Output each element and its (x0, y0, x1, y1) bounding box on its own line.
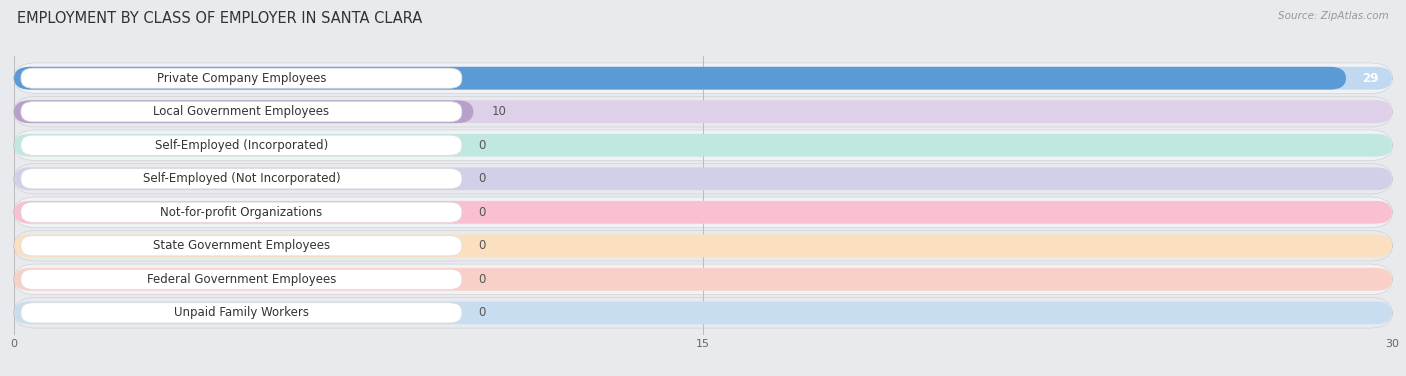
Text: Not-for-profit Organizations: Not-for-profit Organizations (160, 206, 322, 219)
Text: 0: 0 (478, 172, 485, 185)
FancyBboxPatch shape (14, 67, 1346, 89)
Text: State Government Employees: State Government Employees (153, 239, 330, 252)
FancyBboxPatch shape (14, 297, 1392, 328)
FancyBboxPatch shape (14, 67, 1392, 89)
FancyBboxPatch shape (14, 130, 1392, 161)
FancyBboxPatch shape (14, 197, 1392, 227)
FancyBboxPatch shape (14, 234, 1392, 257)
FancyBboxPatch shape (14, 63, 1392, 94)
Text: Unpaid Family Workers: Unpaid Family Workers (174, 306, 309, 319)
Text: Source: ZipAtlas.com: Source: ZipAtlas.com (1278, 11, 1389, 21)
FancyBboxPatch shape (14, 201, 1392, 224)
FancyBboxPatch shape (21, 135, 463, 155)
Text: 0: 0 (478, 239, 485, 252)
FancyBboxPatch shape (14, 230, 1392, 261)
Text: Self-Employed (Not Incorporated): Self-Employed (Not Incorporated) (142, 172, 340, 185)
Text: 10: 10 (492, 105, 506, 118)
Text: Private Company Employees: Private Company Employees (156, 72, 326, 85)
FancyBboxPatch shape (21, 236, 463, 256)
Text: 0: 0 (478, 273, 485, 286)
Text: 29: 29 (1362, 72, 1378, 85)
FancyBboxPatch shape (14, 268, 1392, 291)
FancyBboxPatch shape (14, 134, 1392, 157)
FancyBboxPatch shape (14, 167, 1392, 190)
FancyBboxPatch shape (14, 100, 1392, 123)
FancyBboxPatch shape (14, 302, 1392, 324)
FancyBboxPatch shape (21, 202, 463, 222)
Text: EMPLOYMENT BY CLASS OF EMPLOYER IN SANTA CLARA: EMPLOYMENT BY CLASS OF EMPLOYER IN SANTA… (17, 11, 422, 26)
FancyBboxPatch shape (21, 269, 463, 290)
Text: 0: 0 (478, 306, 485, 319)
Text: Self-Employed (Incorporated): Self-Employed (Incorporated) (155, 139, 328, 152)
Text: 0: 0 (478, 206, 485, 219)
FancyBboxPatch shape (14, 100, 474, 123)
Text: Local Government Employees: Local Government Employees (153, 105, 329, 118)
Text: Federal Government Employees: Federal Government Employees (146, 273, 336, 286)
Text: 0: 0 (478, 139, 485, 152)
FancyBboxPatch shape (14, 264, 1392, 294)
FancyBboxPatch shape (21, 303, 463, 323)
FancyBboxPatch shape (14, 164, 1392, 194)
FancyBboxPatch shape (21, 169, 463, 189)
FancyBboxPatch shape (21, 68, 463, 88)
FancyBboxPatch shape (21, 102, 463, 122)
FancyBboxPatch shape (14, 97, 1392, 127)
